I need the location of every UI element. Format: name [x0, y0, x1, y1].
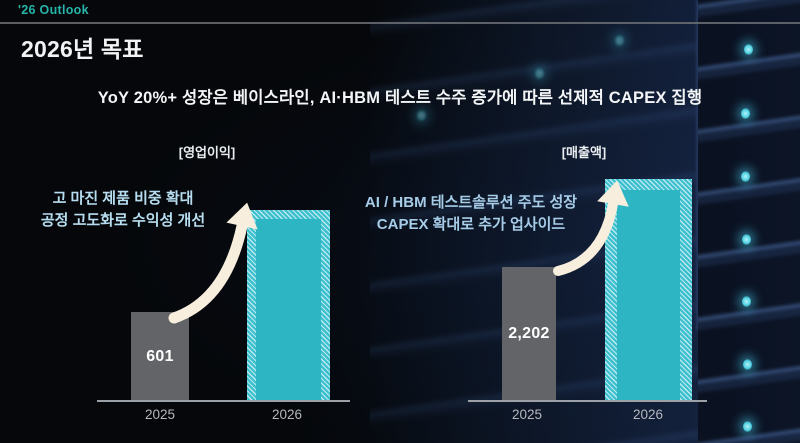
bar-fill — [256, 219, 321, 401]
led-light — [741, 171, 750, 182]
x-tick-2025: 2025 — [511, 407, 543, 422]
x-tick-2026: 2026 — [271, 407, 303, 422]
annotation-line: CAPEX 확대로 추가 업사이드 — [376, 216, 566, 233]
annotation-line: 공정 고도화로 수익성 개선 — [40, 212, 206, 229]
led-light — [743, 359, 752, 370]
led-light — [742, 296, 751, 307]
bar-2025-operating-profit: 601 — [131, 312, 189, 401]
x-tick-2025: 2025 — [144, 407, 176, 422]
rack-slats — [698, 0, 800, 443]
led-light — [742, 234, 751, 245]
server-rack-right — [698, 0, 800, 443]
x-axis-revenue — [468, 400, 707, 402]
led-light — [741, 108, 750, 119]
slide-subtitle: YoY 20%+ 성장은 베이스라인, AI·HBM 테스트 수주 증가에 따른… — [97, 89, 703, 107]
bar-fill — [617, 190, 680, 401]
x-axis-operating-profit — [97, 400, 350, 402]
chart-title-operating-profit: [영업이익] — [178, 145, 236, 160]
led-light — [615, 35, 624, 46]
bar-2026-operating-profit — [247, 210, 330, 401]
led-light — [743, 421, 752, 432]
led-light — [417, 110, 426, 121]
x-tick-2026: 2026 — [632, 407, 664, 422]
page-title: 2026년 목표 — [21, 36, 144, 62]
bar-2026-revenue — [605, 179, 692, 401]
bar-value-label: 601 — [146, 347, 174, 365]
annotation-revenue: AI / HBM 테스트솔루션 주도 성장 CAPEX 확대로 추가 업사이드 — [344, 192, 598, 236]
annotation-line: AI / HBM 테스트솔루션 주도 성장 — [364, 194, 578, 211]
section-eyebrow: '26 Outlook — [18, 3, 89, 17]
led-light — [535, 68, 544, 79]
annotation-line: 고 마진 제품 비중 확대 — [52, 190, 194, 207]
led-light — [744, 44, 753, 55]
bar-2025-revenue: 2,202 — [502, 267, 556, 401]
annotation-operating-profit: 고 마진 제품 비중 확대 공정 고도화로 수익성 개선 — [10, 188, 236, 232]
chart-title-revenue: [매출액] — [561, 145, 607, 160]
bar-value-label: 2,202 — [508, 325, 550, 342]
header-divider — [0, 22, 800, 24]
